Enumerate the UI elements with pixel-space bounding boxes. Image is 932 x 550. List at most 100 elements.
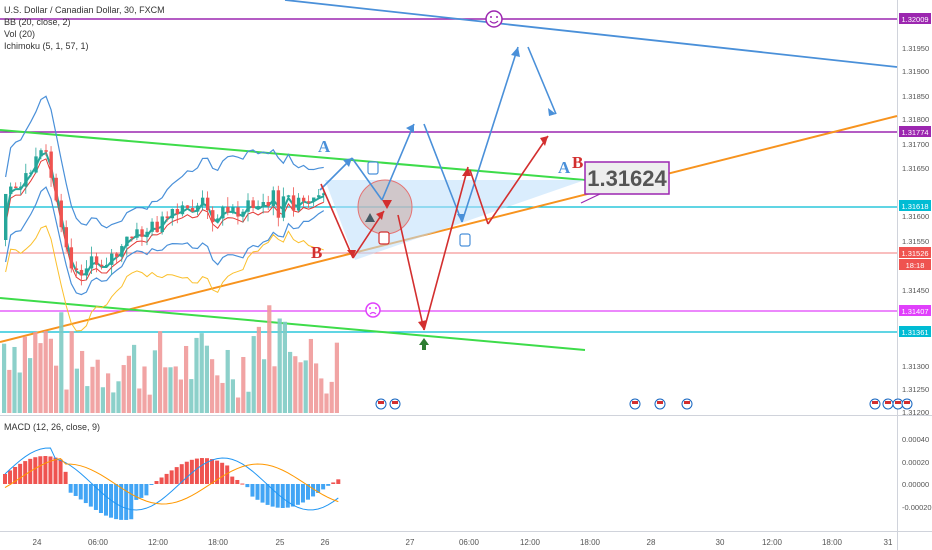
macd-histogram-bar [139,484,144,498]
macd-histogram-bar [174,467,179,484]
volume-bar [308,338,313,413]
volume-bar [48,338,53,413]
macd-histogram-bar [205,458,209,484]
candle-body [4,193,8,240]
time-tick: 12:00 [148,538,169,547]
flag-stripe [895,401,901,404]
arrowhead [406,124,414,133]
volume-bar [28,358,33,413]
support-trend-line[interactable] [0,115,898,343]
price-tick: 1.31250 [902,385,929,394]
channel-top-line[interactable] [0,129,586,181]
red-arrow-4[interactable] [423,166,469,331]
volume-bar [262,359,267,413]
macd-tick: 0.00020 [902,458,929,467]
blue-arrow-5[interactable] [461,46,519,223]
macd-histogram-bar [306,484,310,500]
volume-bar [319,378,324,413]
indicator-bb[interactable]: BB (20, close, 2) [4,17,71,27]
macd-histogram-bar [43,456,48,484]
candle-body [160,216,164,233]
time-tick: 06:00 [459,538,480,547]
price-tick: 1.31700 [902,140,929,149]
volume-bar [324,393,329,413]
label-a-1[interactable]: A [318,137,331,156]
volume-bar [189,379,194,413]
candle-body [34,156,38,173]
volume-bar [147,394,152,413]
price-tag-label: 1.31526 [901,249,928,258]
blue-arrow-2[interactable] [351,157,383,201]
label-b-2[interactable]: B [572,153,583,172]
candle-body [145,231,149,237]
macd-histogram-bar [285,484,290,508]
macd-histogram-bar [321,484,326,490]
macd-histogram-bar [88,484,93,507]
label-a-2[interactable]: A [558,158,571,177]
arrowhead [548,108,556,116]
blue-arrow-3[interactable] [381,123,415,201]
macd-tick: 0.00040 [902,435,929,444]
macd-histogram-bar [295,484,300,505]
price-callout-box[interactable] [584,161,670,195]
volume-bar [111,392,116,413]
macd-histogram-bar [3,474,7,484]
red-arrow-3[interactable] [397,214,425,331]
signal-line [4,458,339,505]
candle-body [266,202,270,207]
label-b-1[interactable]: B [311,243,322,262]
macd-histogram-bar [240,483,245,485]
candle-body [64,227,68,248]
volume-bar [38,343,43,413]
macd-histogram-bar [245,484,250,488]
flag-stripe [378,401,384,404]
red-arrow-1[interactable] [320,183,354,259]
eye [369,307,371,309]
macd-axis[interactable]: 0.00040 0.00020 0.00000 -0.00020 [902,435,932,512]
macd-histogram-bar [210,459,215,484]
red-arrow-5[interactable] [469,169,489,225]
macd-legend[interactable]: MACD (12, 26, close, 9) [4,422,101,432]
macd-histogram-bar [280,484,285,508]
candle-body [155,221,159,233]
happy-face-icon [485,10,503,28]
symbol-title[interactable]: U.S. Dollar / Canadian Dollar, 30, FXCM [4,5,165,15]
volume-bar [163,367,168,413]
volume-bar [95,359,100,413]
candle-body [54,177,58,201]
focus-circle[interactable] [357,179,413,235]
price-tick: 1.31300 [902,362,929,371]
macd-pane [3,447,341,520]
candle-body [44,150,48,152]
volume-bar [33,331,38,413]
blue-arrow-4[interactable] [423,123,463,223]
volume-bar [230,379,235,413]
candle-body [125,236,129,247]
macd-histogram-bar [300,484,305,503]
blue-arrow-6[interactable] [527,46,557,115]
up-arrow-icon [365,213,375,222]
up-arrow-icon [419,338,429,345]
candle-body [19,186,23,189]
time-axis[interactable]: 24 06:00 12:00 18:00 25 26 27 06:00 12:00 18:00 28… [33,538,893,547]
volume-bar [241,356,246,413]
red-arrow-2[interactable] [352,210,385,259]
price-tick: 1.31950 [902,44,929,53]
macd-histogram-bar [164,473,169,484]
upper-trend-line[interactable] [284,0,898,68]
indicator-ichimoku[interactable]: Ichimoku (5, 1, 57, 1) [4,41,89,51]
candle-body [49,151,53,178]
volume-bar [17,372,22,413]
macd-histogram-bar [275,484,280,508]
indicator-vol[interactable]: Vol (20) [4,29,36,39]
event-flags[interactable] [375,398,913,410]
price-axis[interactable]: 1.32009 1.31950 1.31900 1.31850 1.31800 1.317… [899,13,931,417]
time-tick: 12:00 [762,538,783,547]
candlesticks [4,144,326,286]
red-arrow-6[interactable] [487,135,549,225]
candle-body [206,197,210,211]
volume-bar [298,362,303,413]
volume-bar [199,333,204,413]
